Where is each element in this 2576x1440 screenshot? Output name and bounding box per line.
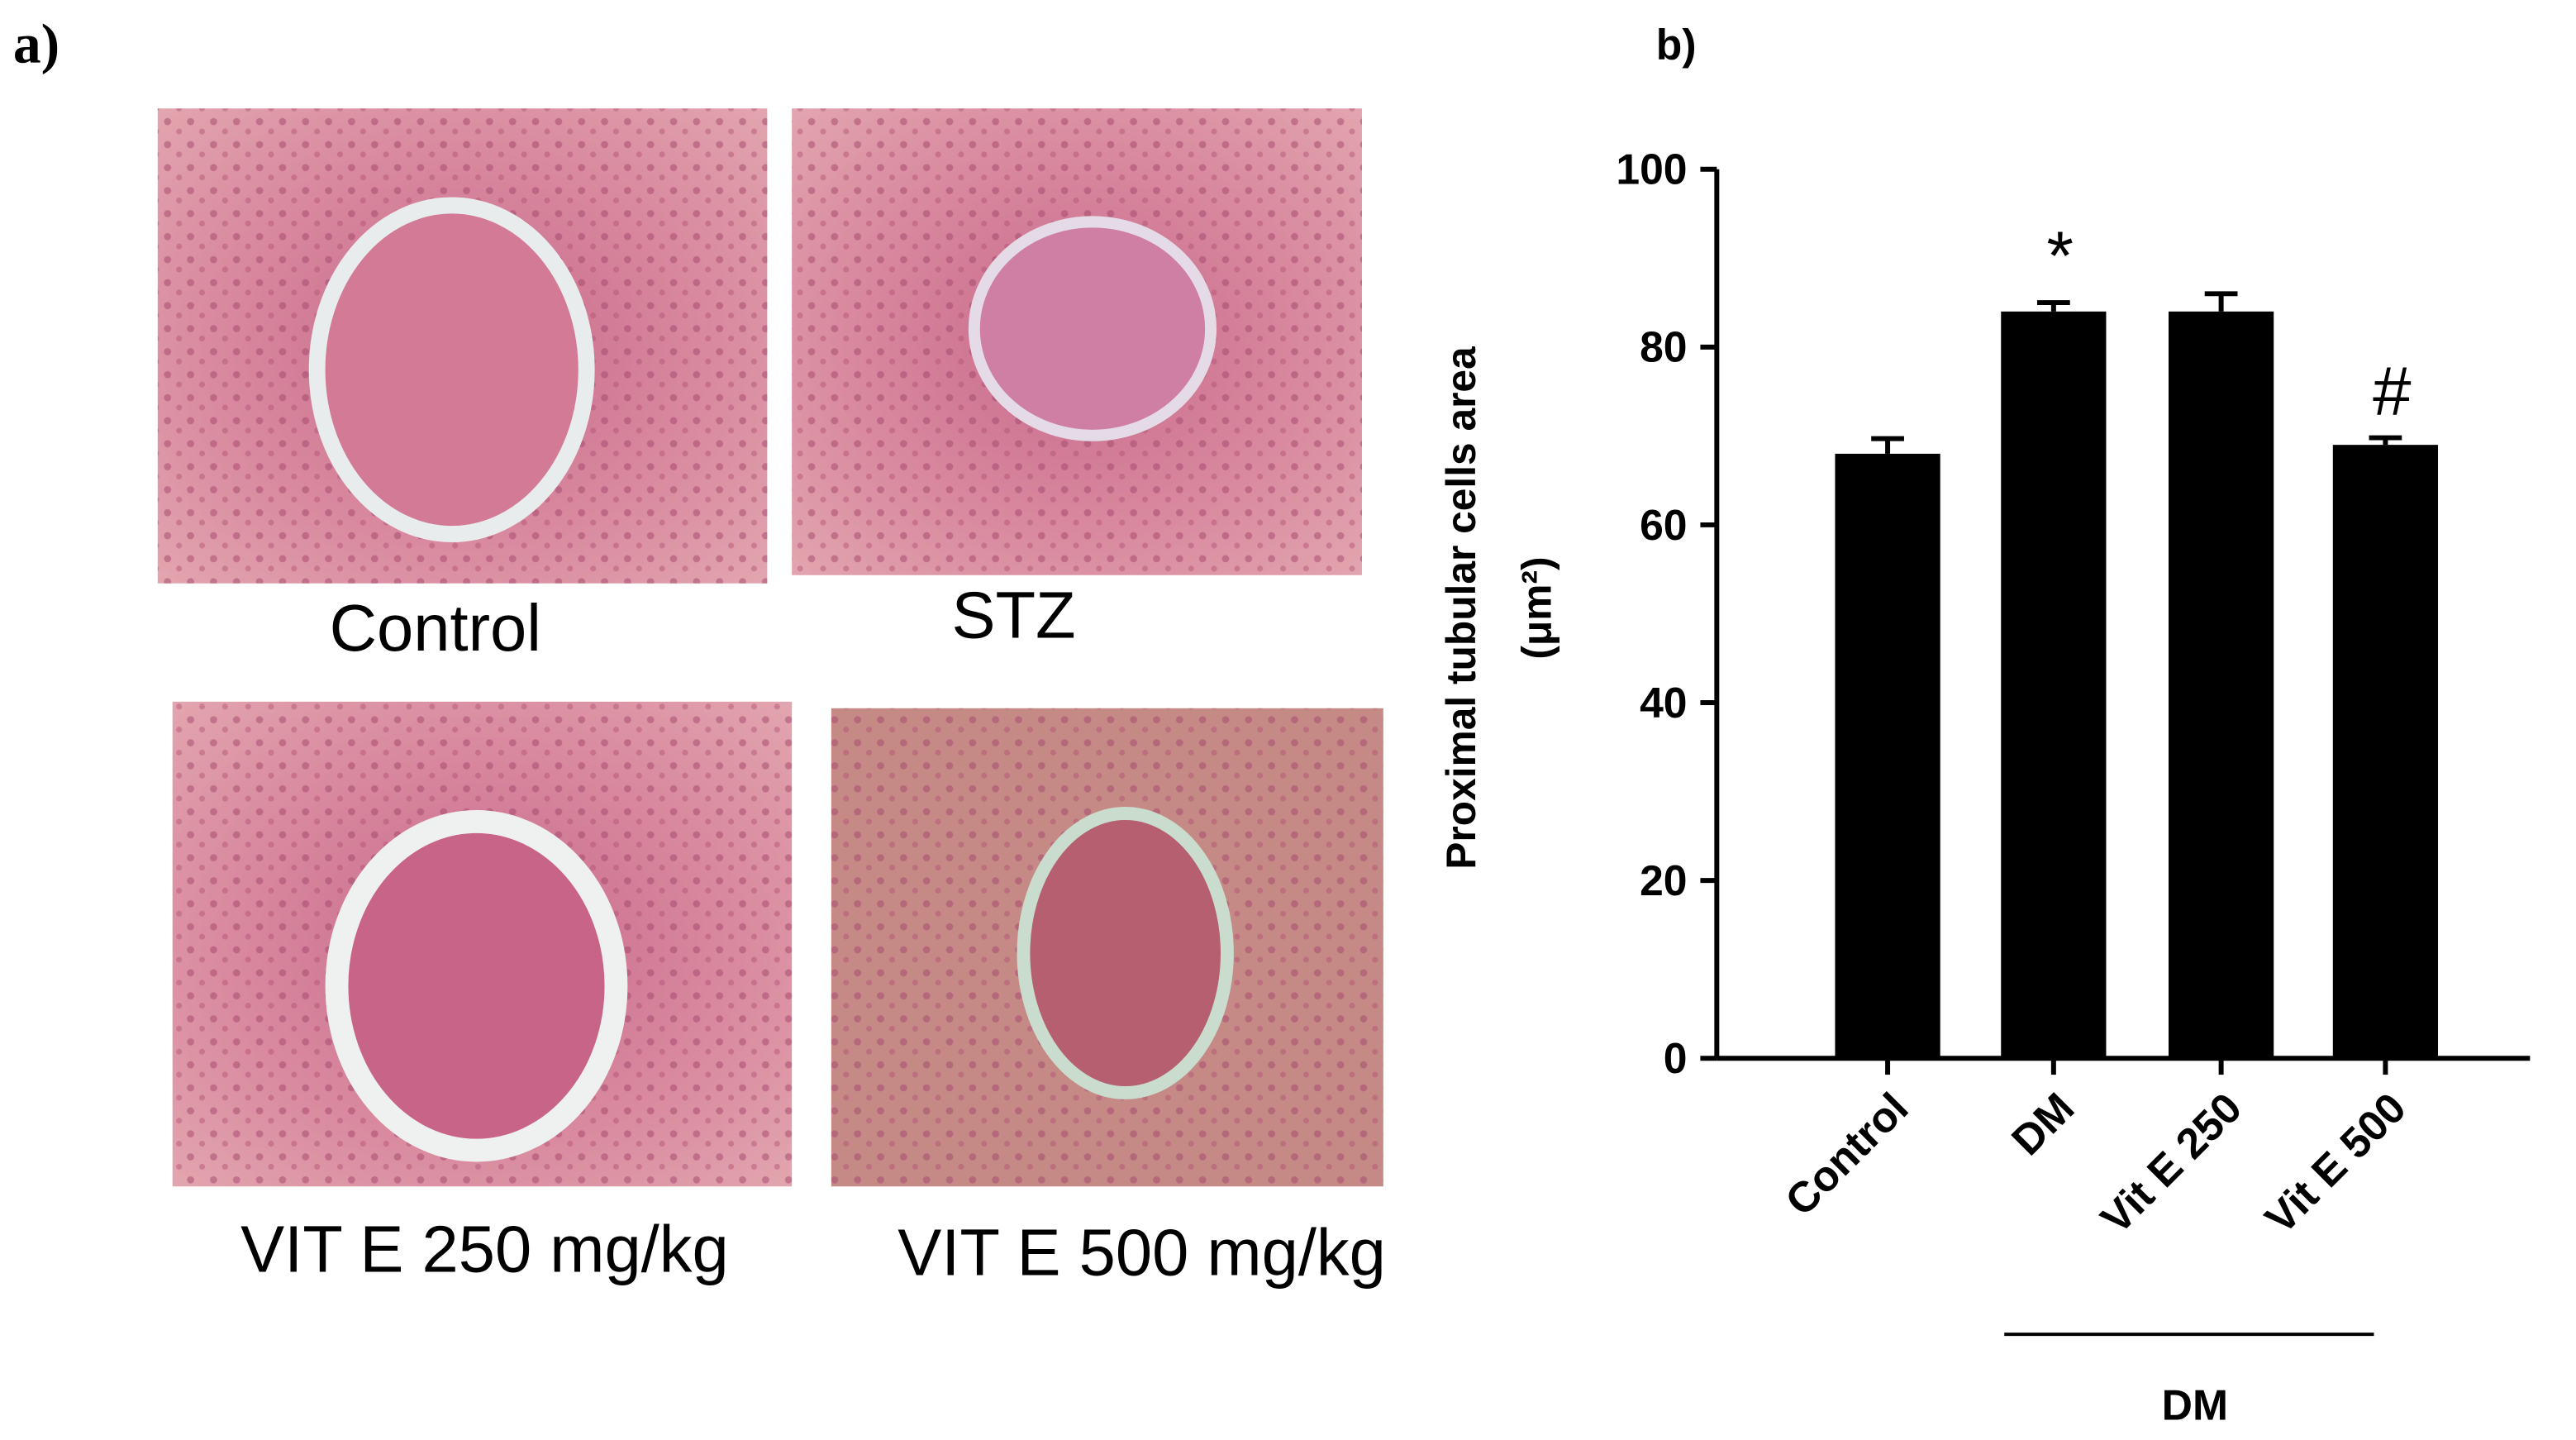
panel-label: b) — [1656, 21, 1697, 69]
bar — [2169, 311, 2274, 1059]
y-tick-label: 60 — [1640, 501, 1687, 549]
image-caption: VIT E 250 mg/kg — [240, 1213, 729, 1286]
histology-image — [157, 108, 768, 584]
image-caption: VIT E 500 mg/kg — [898, 1216, 1386, 1290]
histology-image — [172, 701, 793, 1187]
bar — [1835, 453, 1940, 1059]
bar — [2332, 445, 2439, 1059]
y-tick-label: 20 — [1640, 856, 1687, 904]
x-tick-label: Control — [1776, 1084, 1917, 1225]
group-label: DM — [2162, 1381, 2228, 1429]
bar — [2001, 311, 2107, 1059]
panel-label: a) — [13, 13, 60, 75]
y-tick-label: 0 — [1664, 1034, 1688, 1082]
image-caption: Control — [330, 591, 541, 665]
y-axis-label: Proximal tubular cells area — [1438, 346, 1484, 870]
histology-image — [831, 708, 1383, 1187]
significance-mark: # — [2373, 352, 2412, 430]
histology-image — [792, 108, 1362, 575]
y-axis-unit: (μm²) — [1514, 556, 1560, 659]
y-tick-label: 80 — [1640, 323, 1687, 371]
x-tick-label: Vit E 250 — [2092, 1084, 2251, 1243]
x-tick-label: DM — [2002, 1084, 2083, 1165]
y-tick-label: 40 — [1640, 679, 1687, 727]
x-tick-label: Vit E 500 — [2255, 1084, 2415, 1243]
y-tick-label: 100 — [1616, 145, 1687, 193]
image-caption: STZ — [951, 578, 1075, 651]
significance-mark: * — [2047, 217, 2074, 294]
